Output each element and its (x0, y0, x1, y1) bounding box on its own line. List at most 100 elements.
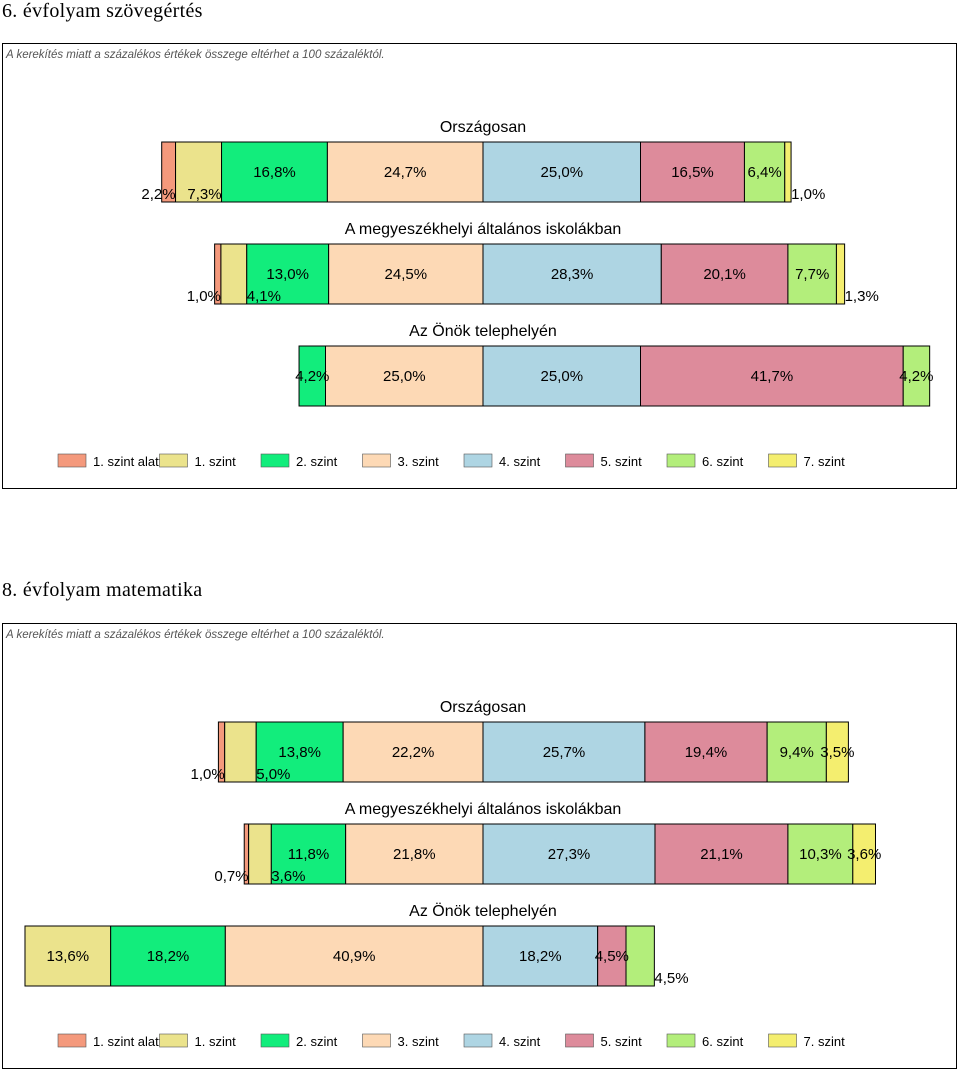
data-label: 7,3% (187, 186, 221, 203)
bar-segment-level-5 (482, 721, 646, 783)
legend-label: 6. szint (702, 1034, 744, 1049)
legend-item-4: 3. szint (362, 453, 439, 469)
bar-segment-level-6 (640, 345, 904, 407)
bar-segment-level-4 (224, 925, 484, 987)
data-label: 7,7% (795, 266, 829, 283)
legend-label: 4. szint (499, 1034, 541, 1049)
section-title-1: 6. évfolyam szövegértés (2, 0, 203, 22)
bar-segment-level-2 (175, 141, 223, 203)
chart-panel-1: A kerekítés miatt a százalékos értékek ö… (2, 43, 957, 489)
data-label: 19,4% (685, 744, 728, 761)
legend-label: 7. szint (804, 454, 846, 469)
bar-segment-level-3 (110, 925, 226, 987)
bar-segment-level-7 (743, 141, 786, 203)
data-label: 16,5% (671, 164, 714, 181)
bar-segment-level-3 (246, 243, 330, 305)
stacked-bar-chart-2: A kerekítés miatt a százalékos értékek ö… (5, 629, 881, 1049)
bar-segment-level-2 (220, 243, 248, 305)
group-title: A megyeszékhelyi általános iskolákban (345, 801, 622, 818)
data-label: 27,3% (548, 846, 591, 863)
legend-label: 6. szint (702, 454, 744, 469)
bar-group-1: Országosan 2,2% 7,3% 16,8% 24,7% 25,0% 16,5% 6,… (141, 119, 825, 203)
legend-label: 3. szint (398, 1034, 440, 1049)
legend-label: 2. szint (296, 454, 338, 469)
data-label: 18,2% (147, 948, 190, 965)
legend-swatch (362, 453, 391, 468)
data-label: 4,2% (899, 368, 933, 385)
bar-segment-level-2 (24, 925, 112, 987)
data-label: 1,0% (187, 288, 221, 305)
legend-swatch (362, 1033, 391, 1048)
bar-segment-level-6 (644, 721, 768, 783)
data-label: 1,0% (190, 766, 224, 783)
legend-swatch (159, 453, 188, 468)
group-title: Országosan (440, 699, 526, 716)
legend-item-3: 2. szint (260, 453, 338, 469)
legend-swatch (260, 453, 290, 468)
legend-swatch (463, 1033, 493, 1048)
data-label: 2,2% (141, 186, 175, 203)
legend: 1. szint alatti 1. szint 2. szint 3. szint 4… (57, 453, 846, 469)
legend-swatch (57, 1033, 87, 1048)
bar-group-3: Az Önök telephelyén 13,6% 18,2% 40,9% 18,2% 4… (24, 902, 689, 987)
bar-segment-level-7 (787, 243, 837, 305)
data-label: 5,0% (256, 766, 290, 783)
legend-label: 1. szint alatti (93, 454, 165, 469)
bar-segment-level-4 (345, 823, 484, 885)
bar-segment-level-8 (825, 721, 849, 783)
bar-segment-level-5 (482, 925, 599, 987)
legend-item-8: 7. szint (768, 1033, 846, 1049)
legend-item-2: 1. szint (159, 1033, 237, 1049)
legend-swatch (666, 453, 696, 468)
legend-swatch (159, 1033, 188, 1048)
bar-segment-level-4 (328, 243, 484, 305)
bar-segment-level-8 (784, 141, 792, 203)
legend-item-7: 6. szint (666, 453, 744, 469)
bar-segment-level-5 (482, 345, 641, 407)
bar-segment-level-5 (482, 243, 662, 305)
data-label: 40,9% (333, 948, 376, 965)
legend-swatch (565, 1033, 594, 1048)
group-title: Országosan (440, 119, 526, 136)
bar-segment-level-4 (326, 141, 484, 203)
bar-segment-level-4 (325, 345, 484, 407)
data-label: 28,3% (551, 266, 594, 283)
rounding-note: A kerekítés miatt a százalékos értékek ö… (5, 49, 385, 61)
bar-segment-level-7 (787, 823, 854, 885)
bar-group-2: A megyeszékhelyi általános iskolákban 0,7… (214, 801, 881, 885)
bar-segment-level-8 (852, 823, 876, 885)
bar-segment-level-6 (597, 925, 627, 987)
legend-item-6: 5. szint (565, 453, 643, 469)
rounding-note: A kerekítés miatt a százalékos értékek ö… (5, 629, 385, 641)
legend-label: 5. szint (601, 1034, 643, 1049)
data-label: 25,0% (541, 164, 584, 181)
data-label: 4,5% (654, 970, 688, 987)
group-title: A megyeszékhelyi általános iskolákban (345, 221, 622, 238)
bar-segment-level-3 (221, 141, 328, 203)
data-label: 11,8% (288, 846, 329, 863)
data-label: 4,5% (595, 948, 629, 965)
bar-segment-level-7 (625, 925, 655, 987)
data-label: 3,6% (847, 846, 881, 863)
legend-item-5: 4. szint (463, 453, 541, 469)
bar-segment-level-6 (660, 243, 789, 305)
bar-segment-level-4 (342, 721, 484, 783)
legend-label: 2. szint (296, 1034, 338, 1049)
legend-swatch (768, 1033, 797, 1048)
legend-swatch (260, 1033, 290, 1048)
data-label: 0,7% (214, 868, 248, 885)
bar-segment-level-5 (482, 141, 641, 203)
legend-item-4: 3. szint (362, 1033, 440, 1049)
bar-group-2: A megyeszékhelyi általános iskolákban 1,0… (187, 221, 879, 305)
data-label: 25,7% (543, 744, 586, 761)
legend: 1. szint alatti 1. szint 2. szint 3. szint 4… (57, 1033, 846, 1049)
legend-item-1: 1. szint alatti (57, 1033, 165, 1049)
legend-label: 1. szint (195, 1034, 237, 1049)
bar-segment-level-5 (482, 823, 656, 885)
data-label: 18,2% (519, 948, 562, 965)
legend-label: 5. szint (601, 454, 643, 469)
data-label: 3,5% (820, 744, 854, 761)
data-label: 25,0% (383, 368, 426, 385)
legend-label: 7. szint (804, 1034, 846, 1049)
data-label: 1,0% (791, 186, 825, 203)
